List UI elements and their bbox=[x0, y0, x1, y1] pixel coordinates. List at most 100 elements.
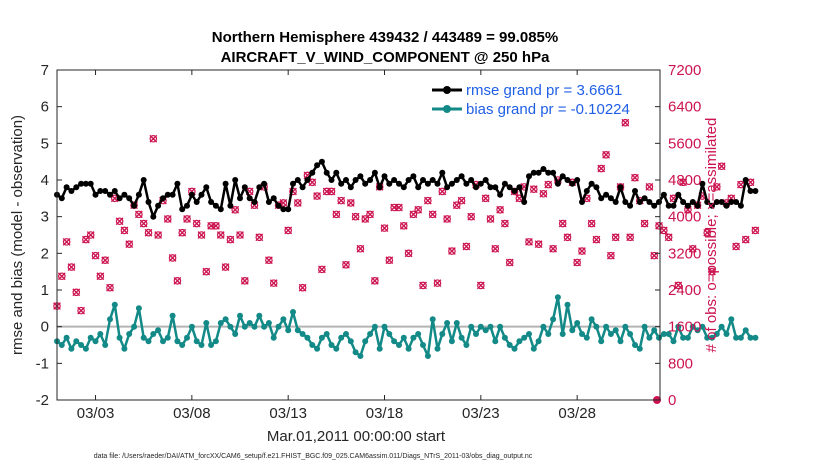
obs-possible-marker bbox=[231, 205, 240, 214]
obs-count-point bbox=[611, 233, 620, 242]
bias-point bbox=[294, 327, 301, 334]
rmse-point bbox=[429, 177, 436, 183]
rmse-point bbox=[545, 169, 552, 176]
obs-count-point bbox=[741, 235, 750, 244]
rmse-point bbox=[227, 202, 234, 209]
obs-possible-marker bbox=[660, 226, 668, 235]
rmse-point bbox=[343, 177, 349, 183]
obs-possible-marker bbox=[361, 215, 370, 223]
obs-possible-marker bbox=[207, 222, 215, 230]
obs-count-point bbox=[57, 272, 66, 281]
bias-point bbox=[540, 323, 547, 330]
bias-point bbox=[713, 331, 720, 337]
obs-count-point bbox=[120, 226, 129, 235]
obs-count-point bbox=[597, 164, 606, 173]
obs-count-point bbox=[255, 233, 264, 242]
bias-point bbox=[261, 323, 268, 330]
obs-assimilated-marker bbox=[549, 244, 557, 253]
obs-possible-marker bbox=[674, 281, 683, 290]
rmse-point bbox=[535, 169, 542, 176]
bias-point bbox=[660, 331, 667, 337]
rmse-point bbox=[150, 213, 157, 220]
bias-point bbox=[641, 323, 648, 330]
obs-count-point bbox=[226, 235, 235, 244]
obs-count-point bbox=[476, 281, 485, 290]
rmse-point bbox=[415, 184, 422, 191]
rmse-point bbox=[636, 199, 643, 205]
obs-possible-marker bbox=[549, 244, 557, 253]
obs-possible-marker bbox=[255, 233, 264, 242]
obs-possible-marker bbox=[173, 277, 182, 285]
x-tick-label: 03/23 bbox=[462, 405, 500, 422]
rmse-point bbox=[627, 202, 634, 209]
obs-count-point bbox=[62, 237, 71, 246]
obs-possible-marker bbox=[655, 222, 663, 230]
rmse-point bbox=[396, 180, 402, 187]
obs-count-point bbox=[342, 260, 350, 269]
obs-possible-marker bbox=[226, 235, 235, 244]
obs-possible-marker bbox=[578, 247, 586, 255]
bias-point bbox=[265, 320, 272, 326]
obs-possible-marker bbox=[168, 254, 177, 262]
bias-point bbox=[415, 331, 422, 337]
obs-assimilated-marker bbox=[611, 233, 620, 242]
rmse-point bbox=[588, 180, 595, 187]
obs-assimilated-marker bbox=[457, 196, 466, 205]
obs-count-point bbox=[106, 283, 114, 292]
rmse-point bbox=[689, 199, 696, 205]
obs-count-point bbox=[327, 187, 336, 196]
bias-point bbox=[140, 334, 147, 341]
rmse-point bbox=[391, 177, 398, 183]
obs-possible-marker bbox=[351, 212, 360, 221]
left-tick-label: 6 bbox=[41, 99, 49, 116]
obs-count-point bbox=[216, 231, 225, 239]
rmse-point bbox=[593, 184, 600, 191]
rmse-point bbox=[73, 184, 80, 191]
bias-point bbox=[574, 320, 581, 326]
obs-possible-marker bbox=[621, 118, 630, 127]
rmse-point bbox=[632, 188, 638, 194]
rmse-point bbox=[656, 199, 662, 205]
obs-assimilated-marker bbox=[732, 242, 740, 251]
bias-point bbox=[410, 334, 417, 341]
obs-possible-marker bbox=[313, 192, 321, 200]
rmse-point bbox=[68, 188, 75, 194]
obs-assimilated-marker bbox=[197, 231, 206, 239]
obs-possible-marker bbox=[101, 256, 109, 265]
rmse-point bbox=[468, 177, 475, 183]
bias-point bbox=[275, 323, 282, 330]
obs-assimilated-marker bbox=[216, 231, 225, 239]
bias-point bbox=[160, 338, 166, 345]
bias-point bbox=[241, 323, 248, 330]
obs-possible-marker bbox=[443, 215, 451, 223]
rmse-point bbox=[145, 199, 152, 205]
rmse-point bbox=[184, 202, 190, 209]
obs-assimilated-marker bbox=[86, 231, 95, 239]
legend-bias-marker bbox=[443, 105, 451, 113]
obs-possible-marker bbox=[563, 233, 572, 242]
obs-possible-marker bbox=[457, 196, 466, 205]
obs-count-point bbox=[664, 233, 673, 242]
obs-possible-marker bbox=[82, 235, 90, 244]
bias-point bbox=[82, 345, 89, 352]
bias-point bbox=[699, 323, 706, 330]
obs-count-point bbox=[86, 231, 95, 239]
bias-point bbox=[193, 338, 200, 345]
obs-assimilated-marker bbox=[236, 231, 244, 239]
obs-count-point bbox=[505, 258, 514, 267]
rmse-point bbox=[501, 180, 508, 187]
rmse-point bbox=[121, 191, 128, 198]
rmse-point bbox=[583, 188, 590, 194]
obs-count-point bbox=[96, 272, 105, 281]
bias-point bbox=[145, 338, 152, 345]
bias-point bbox=[78, 342, 85, 348]
obs-count-point bbox=[433, 279, 442, 288]
rmse-point bbox=[376, 184, 383, 191]
rmse-point bbox=[169, 191, 176, 198]
obs-possible-marker bbox=[216, 231, 225, 239]
obs-possible-marker bbox=[58, 272, 66, 281]
bias-point bbox=[97, 331, 104, 337]
rmse-point bbox=[179, 206, 186, 213]
obs-assimilated-marker bbox=[534, 240, 543, 249]
obs-assimilated-marker bbox=[91, 251, 100, 260]
